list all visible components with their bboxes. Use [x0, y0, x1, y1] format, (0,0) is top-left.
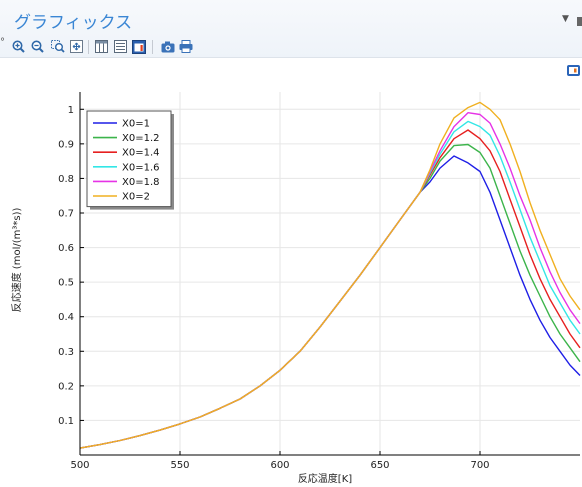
x-tick-label: 550 [170, 460, 189, 471]
plot-lines [79, 101, 581, 449]
zoom-in-icon[interactable] [11, 39, 26, 54]
legend-box [86, 110, 172, 208]
zoom-box-icon[interactable] [50, 39, 65, 54]
toolbar-separator [152, 40, 153, 54]
plot-settings-icon[interactable] [567, 65, 580, 76]
pin-icon[interactable] [577, 17, 582, 26]
y-tick-label: 0.3 [58, 347, 74, 358]
y-tick-label: 1 [68, 105, 74, 116]
y-tick-label: 0.1 [58, 416, 74, 427]
x-tick-label: 600 [270, 460, 289, 471]
zoom-extents-icon[interactable] [69, 39, 84, 54]
list-icon[interactable] [113, 39, 128, 54]
legend-label: X0=1.4 [122, 148, 160, 159]
panel-title: グラフィックス [14, 13, 133, 33]
y-tick-label: 0.6 [58, 243, 74, 254]
y-tick-label: 0.2 [58, 381, 74, 392]
legend-label: X0=1.6 [122, 162, 160, 173]
header-divider [0, 57, 582, 58]
axes: 500 550 600 650 700 0.1 0.2 0.3 0.4 0.5 0.6 0.7 0.8 0… [58, 92, 580, 471]
print-icon[interactable] [178, 39, 193, 54]
legend-label: X0=1.2 [122, 133, 160, 144]
table-icon[interactable] [94, 39, 109, 54]
camera-icon[interactable] [160, 39, 175, 54]
plot-window-icon[interactable] [131, 39, 146, 54]
x-tick-label: 500 [70, 460, 89, 471]
y-tick-label: 0.8 [58, 174, 74, 185]
legend: X0=1 X0=1.2 X0=1.4 X0=1.6 X0=1.8 X0=2 [86, 110, 174, 210]
x-axis-title: 反応温度[K] [298, 472, 352, 485]
y-axis-title: 反応速度 (mol/(m³*s)) [10, 208, 23, 313]
dropdown-arrow-icon[interactable]: ▼ [562, 14, 569, 24]
zoom-out-icon[interactable] [30, 39, 45, 54]
y-tick-label: 0.9 [58, 139, 74, 150]
legend-label: X0=1 [122, 119, 150, 130]
graphics-panel-header: グラフィックス ▼ ° [0, 0, 582, 58]
toolbar-overflow-icon[interactable]: ° [0, 37, 5, 48]
x-tick-label: 700 [470, 460, 489, 471]
y-tick-label: 0.5 [58, 278, 74, 289]
legend-label: X0=1.8 [122, 177, 160, 188]
series-line-6 [79, 101, 581, 449]
y-tick-label: 0.4 [58, 312, 74, 323]
toolbar-separator [88, 40, 89, 54]
y-tick-label: 0.7 [58, 209, 74, 220]
legend-label: X0=2 [122, 192, 150, 203]
x-tick-label: 650 [370, 460, 389, 471]
